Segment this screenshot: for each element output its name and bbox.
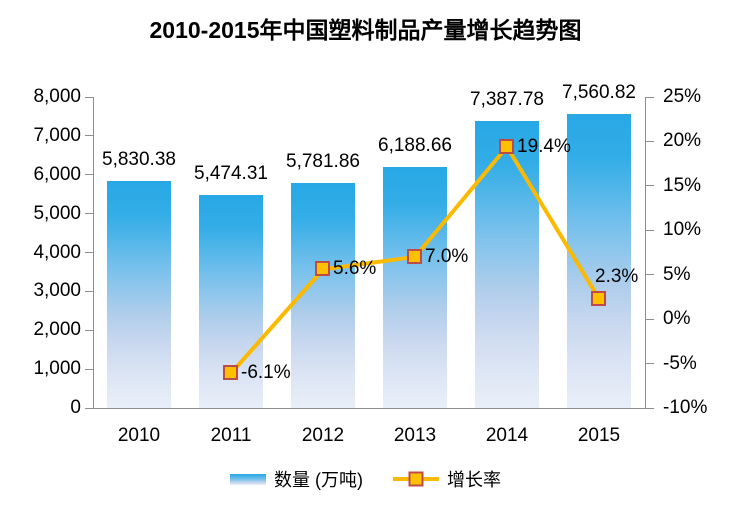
left-axis-tick: [85, 96, 93, 98]
x-axis-label-2013: 2013: [393, 425, 437, 446]
growth-value-label: 5.6%: [333, 258, 377, 280]
growth-value-label: 2.3%: [595, 265, 639, 287]
growth-value-label: -6.1%: [241, 362, 291, 384]
line-series-swatch: [393, 471, 439, 487]
growth-marker-2011: [223, 365, 238, 381]
line-marker-icon: [408, 471, 424, 487]
bar-2012: [291, 183, 355, 408]
bar-2014: [475, 120, 539, 408]
right-axis-tick-label: 15%: [663, 174, 702, 196]
right-axis-tick-label: 10%: [663, 219, 702, 241]
left-axis-tick-label: 4,000: [33, 241, 81, 263]
legend: 数量 (万吨) 增长率: [0, 464, 731, 494]
bar-series-swatch: [230, 473, 266, 485]
left-axis-tick-label: 5,000: [33, 202, 81, 224]
x-axis-label-2014: 2014: [485, 425, 529, 446]
x-axis-label-2011: 2011: [210, 425, 252, 446]
legend-label-quantity: 数量 (万吨): [274, 470, 363, 490]
left-axis-tick: [85, 252, 93, 253]
right-axis-tick: [645, 363, 654, 365]
left-axis-tick-label: 6,000: [33, 163, 81, 185]
right-axis-tick-label: -5%: [663, 352, 697, 374]
right-axis-tick: [645, 407, 654, 409]
bottom-axis-line: [86, 408, 654, 409]
left-axis-tick: [85, 290, 93, 292]
right-axis-tick: [645, 140, 654, 142]
left-axis-tick-label: 0: [70, 397, 81, 418]
right-axis-tick: [645, 96, 654, 98]
left-axis-tick-label: 8,000: [33, 86, 81, 107]
x-axis-label-2015: 2015: [577, 425, 621, 446]
bar-2013: [383, 167, 447, 408]
left-axis-tick: [85, 213, 93, 215]
growth-marker-2014: [499, 138, 514, 154]
right-axis-tick-label: 20%: [663, 130, 702, 152]
growth-marker-2012: [315, 261, 330, 277]
bar-2010: [107, 181, 171, 408]
left-axis-tick: [85, 407, 93, 409]
left-axis-line: [93, 97, 94, 408]
right-axis-tick: [645, 229, 654, 231]
left-axis-tick: [85, 174, 93, 176]
growth-marker-2015: [591, 290, 606, 306]
legend-item-growth-rate: 增长率: [393, 466, 501, 492]
bar-2015: [567, 114, 631, 408]
left-axis-tick: [85, 368, 93, 370]
bar-value-label: 5,830.38: [102, 149, 176, 171]
legend-item-quantity: 数量 (万吨): [230, 466, 363, 492]
bar-value-label: 7,387.78: [470, 88, 544, 110]
right-axis-tick-label: 25%: [663, 86, 702, 107]
right-axis-tick-label: -10%: [663, 397, 708, 418]
right-axis-line: [645, 97, 646, 408]
left-axis-tick: [85, 135, 93, 137]
growth-marker-2013: [407, 248, 422, 264]
left-axis-tick-label: 1,000: [33, 358, 81, 380]
left-axis-tick-label: 2,000: [33, 319, 81, 341]
left-axis-tick: [85, 329, 93, 331]
left-axis-tick-label: 7,000: [33, 124, 81, 146]
bar-value-label: 7,560.82: [562, 82, 636, 104]
right-axis-tick: [645, 318, 654, 320]
right-axis-tick: [645, 274, 654, 276]
left-axis-tick-label: 3,000: [33, 280, 81, 302]
right-axis-tick-label: 0%: [663, 308, 691, 330]
x-axis-label-2012: 2012: [301, 425, 345, 446]
growth-value-label: 7.0%: [425, 245, 469, 267]
right-axis-tick: [645, 185, 654, 187]
growth-value-label: 19.4%: [517, 135, 571, 157]
legend-label-growth-rate: 增长率: [447, 470, 501, 490]
chart-title: 2010-2015年中国塑料制品产量增长趋势图: [149, 17, 582, 43]
bar-value-label: 6,188.66: [378, 135, 452, 157]
x-axis-label-2010: 2010: [117, 425, 161, 446]
right-axis-tick-label: 5%: [663, 263, 691, 285]
